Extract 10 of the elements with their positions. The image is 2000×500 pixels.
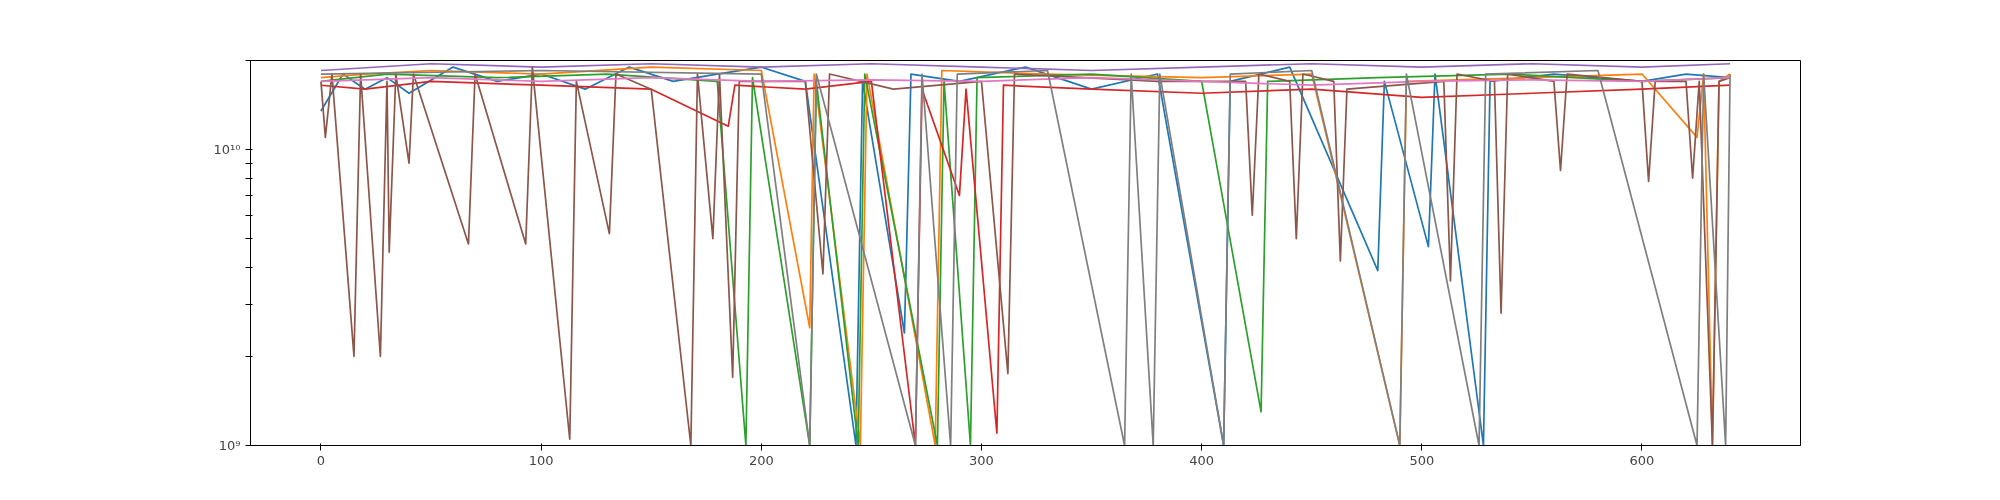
- y-tick-label: 10⁹: [218, 438, 241, 453]
- x-tick-label: 300: [969, 452, 994, 468]
- x-tick-label: 100: [528, 452, 554, 468]
- x-tick-label: 200: [748, 452, 774, 468]
- x-tick-label: 600: [1629, 452, 1655, 468]
- x-tick-label: 500: [1409, 452, 1435, 468]
- x-tick-label: 0: [316, 452, 326, 468]
- line-series: [320, 76, 1731, 87]
- x-tick-label: 400: [1189, 452, 1215, 468]
- y-tick-label: 10¹⁰: [213, 142, 241, 158]
